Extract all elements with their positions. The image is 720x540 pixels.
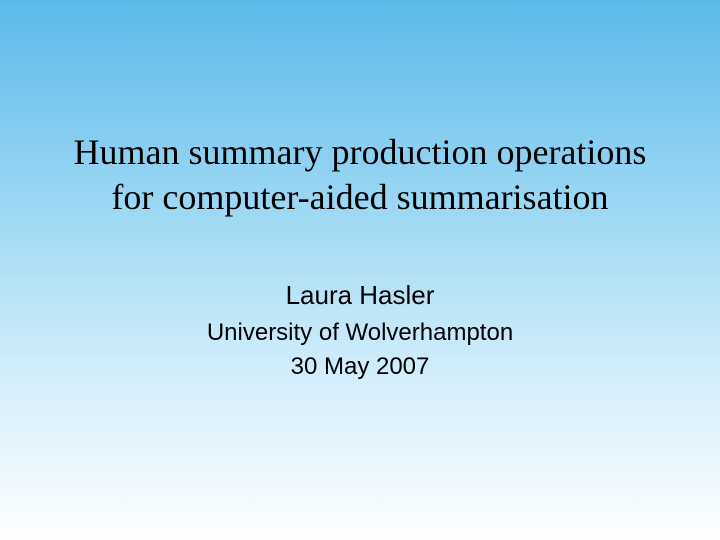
affiliation-text: University of Wolverhampton [207,319,513,347]
presentation-slide: Human summary production operations for … [0,0,720,540]
author-name: Laura Hasler [286,280,435,311]
presentation-date: 30 May 2007 [291,353,430,381]
slide-title: Human summary production operations for … [60,130,660,220]
